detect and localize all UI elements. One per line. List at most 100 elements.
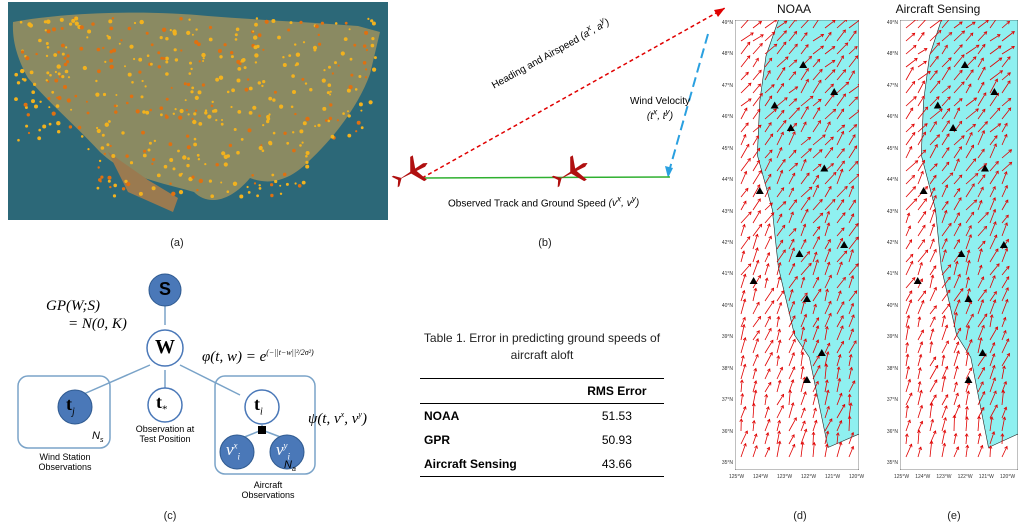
wind-arrow xyxy=(752,21,762,29)
wind-arrowhead xyxy=(844,42,849,47)
wind-arrow xyxy=(800,239,807,250)
wind-arrowhead xyxy=(908,239,913,243)
wind-arrowhead xyxy=(826,222,831,227)
wind-arrow xyxy=(929,20,942,29)
wind-arrowhead xyxy=(743,170,748,175)
wind-arrowhead xyxy=(1003,380,1007,385)
aircraft-dot xyxy=(108,19,113,24)
wind-arrow xyxy=(752,234,758,250)
aircraft-dot xyxy=(145,31,149,35)
wind-arrowhead xyxy=(793,122,798,127)
wind-arrow xyxy=(989,248,999,263)
aircraft-dot xyxy=(212,109,216,113)
aircraft-dot xyxy=(193,112,197,116)
wind-arrow xyxy=(989,123,1001,133)
plate-wind-stations xyxy=(17,375,111,449)
wind-arrowhead xyxy=(755,259,760,264)
wind-arrowhead xyxy=(919,261,923,266)
wind-arrow xyxy=(977,391,985,406)
wind-arrowhead xyxy=(742,273,747,278)
wind-arrow xyxy=(917,446,922,458)
wind-arrow xyxy=(1001,266,1010,276)
wind-arrow xyxy=(965,211,975,224)
wind-arrow xyxy=(848,263,859,276)
weather-station-marker xyxy=(960,61,969,68)
wind-arrowhead xyxy=(924,186,929,190)
wind-arrowhead xyxy=(793,59,798,64)
table-row: GPR 50.93 xyxy=(424,433,632,447)
aircraft-dot xyxy=(63,85,67,89)
aircraft-dot xyxy=(312,45,318,50)
wind-arrowhead xyxy=(800,351,805,356)
wind-arrow xyxy=(941,264,952,276)
wind-arrow xyxy=(776,355,779,367)
aircraft-dot xyxy=(179,17,183,21)
aircraft-dot xyxy=(150,62,153,66)
wind-arrow xyxy=(1001,80,1011,94)
aircraft-dot xyxy=(168,142,173,147)
wind-arrow xyxy=(929,275,934,289)
wind-arrow xyxy=(764,419,770,432)
aircraft-dot xyxy=(317,33,320,37)
wind-arrow xyxy=(800,377,806,393)
wind-arrowhead xyxy=(909,260,914,265)
wind-arrow xyxy=(1001,381,1007,393)
wind-arrowhead xyxy=(942,429,947,434)
wind-arrowhead xyxy=(767,173,772,178)
wind-arrow xyxy=(740,298,746,315)
wind-arrow xyxy=(740,337,746,354)
wind-arrow xyxy=(752,210,761,224)
lon-tick-label: 125°W xyxy=(729,474,745,480)
wind-arrow xyxy=(752,135,759,146)
wind-arrow xyxy=(848,124,857,133)
wind-arrowhead xyxy=(777,276,782,281)
wind-arrow xyxy=(752,354,759,367)
wind-arrowhead xyxy=(850,431,855,436)
aircraft-dot xyxy=(256,194,259,198)
table-row: Aircraft Sensing 43.66 xyxy=(420,452,664,477)
aircraft-dot xyxy=(114,110,118,114)
aircraft-dot xyxy=(112,194,117,198)
wind-arrow xyxy=(824,211,830,224)
wind-arrow xyxy=(953,288,964,302)
aircraft-dot xyxy=(133,21,137,25)
wind-arrow xyxy=(776,316,780,328)
wind-arrowhead xyxy=(766,251,771,256)
wind-arrow xyxy=(824,20,836,29)
wind-arrow xyxy=(905,290,913,302)
aircraft-dot xyxy=(243,66,247,70)
wind-arrow xyxy=(812,175,819,185)
wind-arrow xyxy=(788,352,795,367)
aircraft-dot xyxy=(279,184,282,187)
wind-arrowhead xyxy=(968,367,973,372)
weather-station-marker xyxy=(913,277,922,284)
wind-arrow xyxy=(824,83,834,94)
wind-arrow xyxy=(800,224,806,237)
wind-arrow xyxy=(764,149,773,159)
wind-arrowhead xyxy=(765,432,770,436)
wind-arrow xyxy=(752,338,759,354)
wind-arrowhead xyxy=(747,82,752,87)
aircraft-dot xyxy=(299,129,304,134)
aircraft-dot xyxy=(290,105,294,109)
lon-tick-label: 121°W xyxy=(978,474,994,480)
wind-arrowhead xyxy=(828,31,832,36)
wind-arrowhead xyxy=(953,432,958,437)
aircraft-dot xyxy=(188,18,191,21)
aircraft-dot xyxy=(365,68,368,71)
wind-arrowhead xyxy=(826,405,830,410)
aircraft-dot xyxy=(109,50,113,54)
wind-arrowhead xyxy=(815,174,819,179)
wind-arrowhead xyxy=(931,223,936,227)
wind-arrowhead xyxy=(778,213,783,218)
aircraft-dot xyxy=(63,56,67,60)
wind-arrowhead xyxy=(803,428,808,433)
wind-arrowhead xyxy=(940,20,943,22)
wind-arrow xyxy=(812,20,819,29)
aircraft-dot xyxy=(327,119,331,123)
wind-arrow xyxy=(989,161,999,172)
aircraft-dot xyxy=(109,64,114,69)
aircraft-dot xyxy=(258,184,261,187)
aircraft-dot xyxy=(46,71,50,75)
wind-arrow xyxy=(776,225,786,237)
